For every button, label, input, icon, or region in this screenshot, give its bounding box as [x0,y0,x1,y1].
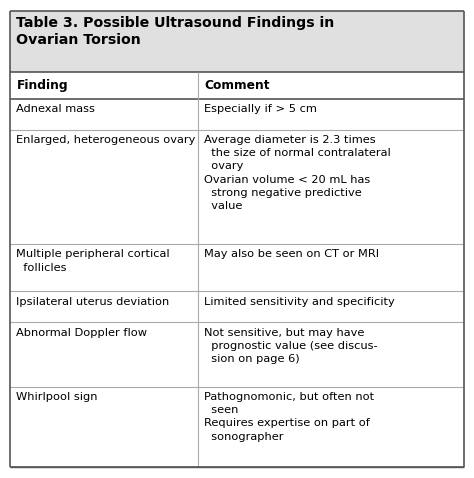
Text: Finding: Finding [17,79,68,92]
Bar [10,99,464,130]
Bar [10,72,464,99]
Text: Whirlpool sign: Whirlpool sign [17,392,98,402]
Text: Adnexal mass: Adnexal mass [17,104,95,114]
Text: Especially if > 5 cm: Especially if > 5 cm [204,104,318,114]
Bar [10,11,464,72]
Bar [10,387,464,467]
Text: Enlarged, heterogeneous ovary: Enlarged, heterogeneous ovary [17,135,196,145]
Bar [10,244,464,292]
Text: Comment: Comment [204,79,270,92]
Text: Limited sensitivity and specificity: Limited sensitivity and specificity [204,297,395,307]
Bar [10,130,464,244]
Text: Abnormal Doppler flow: Abnormal Doppler flow [17,328,147,338]
Text: Ipsilateral uterus deviation: Ipsilateral uterus deviation [17,297,170,307]
Text: Table 3. Possible Ultrasound Findings in
Ovarian Torsion: Table 3. Possible Ultrasound Findings in… [16,16,334,47]
Text: May also be seen on CT or MRI: May also be seen on CT or MRI [204,250,380,260]
Text: Pathognomonic, but often not
  seen
Requires expertise on part of
  sonographer: Pathognomonic, but often not seen Requir… [204,392,374,442]
Text: Average diameter is 2.3 times
  the size of normal contralateral
  ovary
Ovarian: Average diameter is 2.3 times the size o… [204,135,391,211]
Text: Multiple peripheral cortical
  follicles: Multiple peripheral cortical follicles [17,250,170,272]
Bar [10,292,464,322]
Text: Not sensitive, but may have
  prognostic value (see discus-
  sion on page 6): Not sensitive, but may have prognostic v… [204,328,378,364]
Bar [10,322,464,387]
